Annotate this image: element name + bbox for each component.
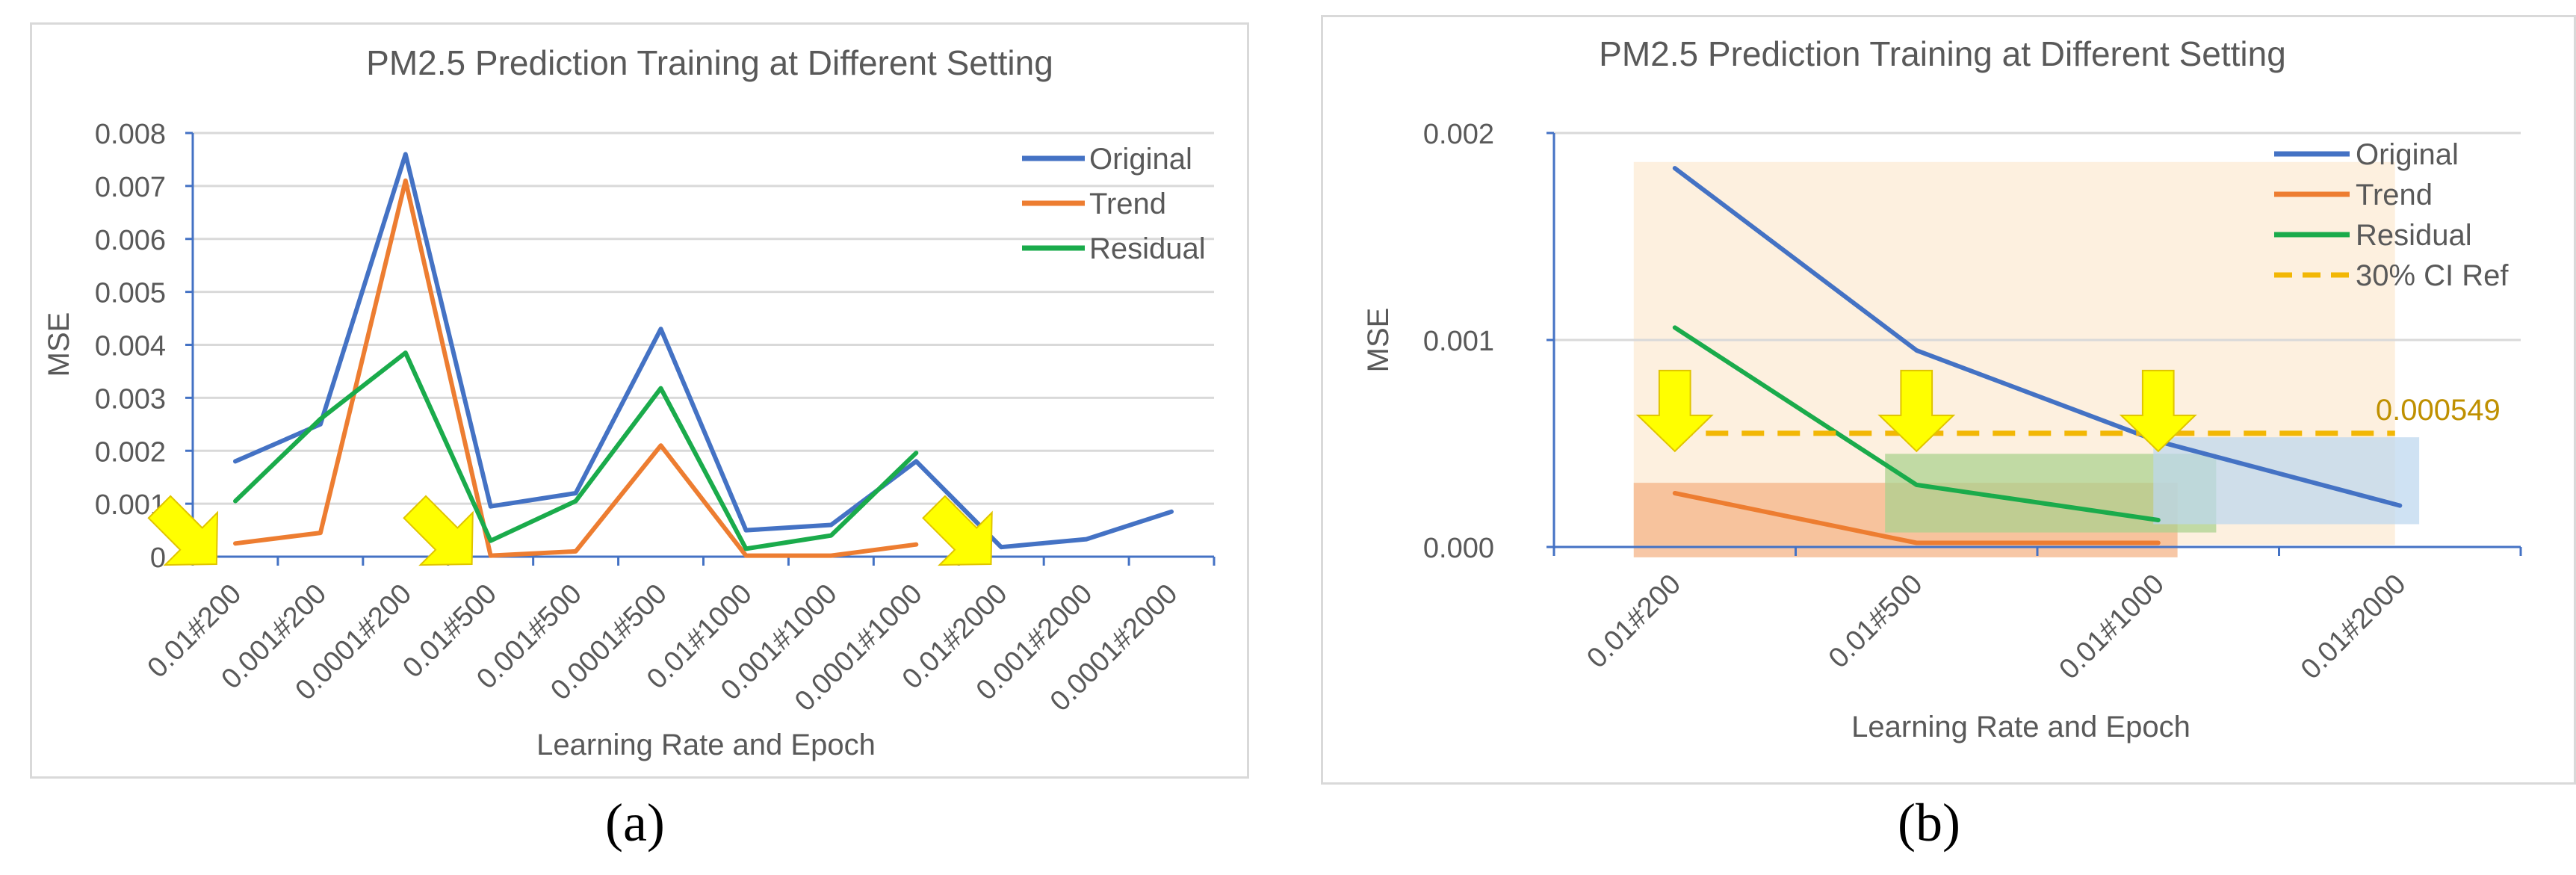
legend-label: Residual (1089, 232, 1206, 265)
panel-b-caption: (b) (1898, 793, 1960, 853)
y-tick-label: 0.004 (95, 331, 166, 362)
y-tick-label: 0.006 (95, 225, 166, 256)
series-line-residual (1672, 325, 2161, 522)
yellow-arrow-icon (1877, 369, 1956, 453)
yellow-arrow-icon (2119, 369, 2197, 453)
y-tick-label: 0.003 (95, 383, 166, 415)
y-tick-label: 0.005 (95, 278, 166, 309)
y-tick-label: 0.002 (1423, 119, 1494, 150)
series-line-original (1672, 166, 2403, 508)
chart-b: 0.000 0.001 0.002 0.01#200 0.01#500 0.01#1000… (1362, 34, 2522, 743)
yellow-arrow-icon (1635, 369, 1714, 453)
y-tick-label: 0.001 (1423, 326, 1494, 357)
legend-label: 30% CI Ref (2356, 259, 2509, 292)
chart-panel-a (30, 22, 1249, 779)
yellow-arrow-icon (922, 495, 993, 566)
y-tick-label: 0.002 (95, 436, 166, 468)
x-axis-title: Learning Rate and Epoch (1851, 711, 2190, 743)
y-tick-label: 0 (150, 542, 166, 574)
panel-a-caption: (a) (605, 793, 665, 853)
x-tick-label: 0.01#2000 (2295, 569, 2412, 686)
legend-label: Trend (2356, 179, 2433, 211)
series-line-residual (233, 350, 919, 551)
legend-label: Original (1089, 143, 1192, 176)
x-tick-label: 0.01#500 (1823, 569, 1929, 675)
y-axis-title: MSE (1362, 308, 1395, 373)
chart-title: PM2.5 Prediction Training at Different S… (1599, 34, 2286, 73)
yellow-arrow-icon (147, 495, 219, 566)
series-line-trend (1672, 491, 2161, 545)
series-line-trend (233, 178, 919, 558)
y-axis-title: MSE (43, 312, 75, 377)
chart-a: 00.0010.0020.0030.0040.0050.0060.0070.00… (43, 43, 1216, 761)
yellow-arrow-icon (403, 495, 474, 566)
legend-label: Trend (1089, 188, 1166, 220)
chart-title: PM2.5 Prediction Training at Different S… (366, 43, 1053, 82)
series-line-original (233, 152, 1174, 550)
x-axis-title: Learning Rate and Epoch (536, 729, 876, 761)
y-tick-label: 0.007 (95, 172, 166, 203)
y-tick-label: 0.000 (1423, 533, 1494, 564)
reference-value-label: 0.000549 (2376, 394, 2501, 427)
legend-label: Residual (2356, 219, 2472, 252)
x-tick-label: 0.01#1000 (2053, 569, 2170, 686)
y-tick-label: 0.008 (95, 119, 166, 150)
x-tick-label: 0.01#200 (1581, 569, 1687, 675)
legend-label: Original (2356, 138, 2459, 171)
